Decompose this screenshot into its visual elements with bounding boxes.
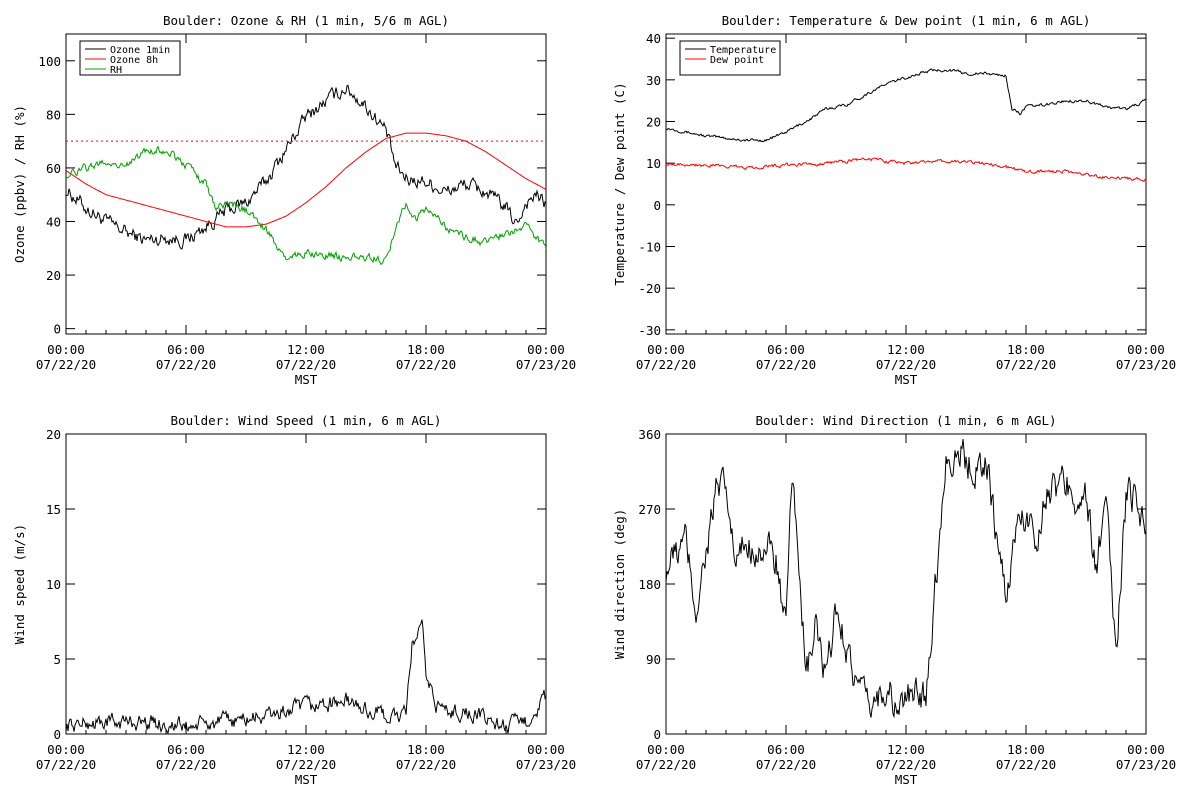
x-tick-label: 12:00 xyxy=(287,742,325,757)
x-tick-label: 00:00 xyxy=(647,742,685,757)
x-tick-label: 07/22/20 xyxy=(36,757,96,772)
x-tick-label: 07/23/20 xyxy=(516,757,576,772)
x-tick-label: 07/22/20 xyxy=(396,757,456,772)
x-tick-label: 00:00 xyxy=(647,342,685,357)
y-tick-label: 360 xyxy=(638,427,661,442)
x-tick-label: 00:00 xyxy=(47,742,85,757)
y-tick-label: 5 xyxy=(53,652,61,667)
y-tick-label: 20 xyxy=(46,268,61,283)
y-tick-label: 80 xyxy=(46,107,61,122)
x-tick-label: 12:00 xyxy=(287,342,325,357)
series-line xyxy=(65,145,547,266)
x-tick-label: 06:00 xyxy=(767,342,805,357)
x-tick-label: 18:00 xyxy=(407,342,445,357)
y-tick-label: 0 xyxy=(653,198,661,213)
series-line xyxy=(65,619,547,735)
x-tick-label: 07/22/20 xyxy=(396,357,456,372)
x-tick-label: 07/22/20 xyxy=(636,757,696,772)
x-tick-label: 07/22/20 xyxy=(756,357,816,372)
y-tick-label: 40 xyxy=(646,31,661,46)
y-tick-label: 0 xyxy=(53,322,61,337)
x-tick-label: 07/22/20 xyxy=(876,757,936,772)
x-tick-label: 18:00 xyxy=(407,742,445,757)
y-tick-label: 180 xyxy=(638,577,661,592)
x-tick-label: 06:00 xyxy=(167,342,205,357)
series-line xyxy=(65,132,547,228)
x-tick-label: 07/22/20 xyxy=(996,757,1056,772)
y-tick-label: -30 xyxy=(638,323,661,338)
legend-label: Dew point xyxy=(710,55,764,66)
x-tick-label: 07/22/20 xyxy=(996,357,1056,372)
x-tick-label: 18:00 xyxy=(1007,342,1045,357)
y-tick-label: -10 xyxy=(638,240,661,255)
x-tick-label: 00:00 xyxy=(527,342,565,357)
x-tick-label: 07/22/20 xyxy=(876,357,936,372)
y-tick-label: 30 xyxy=(646,73,661,88)
y-axis-label: Wind speed (m/s) xyxy=(12,524,27,644)
y-tick-label: -20 xyxy=(638,281,661,296)
legend-label: Temperature xyxy=(710,45,776,56)
y-tick-label: 15 xyxy=(46,502,61,517)
legend-label: Ozone 1min xyxy=(110,45,170,56)
y-axis-label: Temperature / Dew point (C) xyxy=(612,82,627,285)
x-tick-label: 07/22/20 xyxy=(276,757,336,772)
y-tick-label: 0 xyxy=(653,727,661,742)
legend-box xyxy=(679,40,781,76)
y-tick-label: 20 xyxy=(646,115,661,130)
x-tick-label: 07/23/20 xyxy=(516,357,576,372)
series-line xyxy=(665,439,1147,719)
y-tick-label: 20 xyxy=(46,427,61,442)
y-tick-label: 40 xyxy=(46,215,61,230)
x-axis-label: MST xyxy=(895,372,918,387)
x-tick-label: 07/22/20 xyxy=(276,357,336,372)
x-tick-label: 07/22/20 xyxy=(156,757,216,772)
x-tick-label: 00:00 xyxy=(527,742,565,757)
chart-title: Boulder: Ozone & RH (1 min, 5/6 m AGL) xyxy=(163,13,449,28)
x-tick-label: 07/22/20 xyxy=(636,357,696,372)
x-axis-label: MST xyxy=(295,372,318,387)
y-tick-label: 100 xyxy=(38,54,61,69)
x-tick-label: 07/22/20 xyxy=(756,757,816,772)
y-tick-label: 10 xyxy=(646,156,661,171)
y-axis-label: Wind direction (deg) xyxy=(612,509,627,660)
legend-label: RH xyxy=(110,65,122,76)
plot-frame xyxy=(65,33,547,335)
x-tick-label: 18:00 xyxy=(1007,742,1045,757)
y-tick-label: 270 xyxy=(638,502,661,517)
chart-title: Boulder: Wind Direction (1 min, 6 m AGL) xyxy=(755,413,1056,428)
y-tick-label: 10 xyxy=(46,577,61,592)
x-tick-label: 12:00 xyxy=(887,742,925,757)
x-axis-label: MST xyxy=(895,772,918,787)
x-tick-label: 00:00 xyxy=(47,342,85,357)
y-tick-label: 0 xyxy=(53,727,61,742)
series-line xyxy=(665,68,1147,143)
x-tick-label: 07/22/20 xyxy=(156,357,216,372)
x-axis-label: MST xyxy=(295,772,318,787)
y-axis-label: Ozone (ppbv) / RH (%) xyxy=(12,105,27,263)
x-tick-label: 07/23/20 xyxy=(1116,357,1176,372)
x-tick-label: 12:00 xyxy=(887,342,925,357)
plot-frame xyxy=(665,433,1147,735)
x-tick-label: 07/22/20 xyxy=(36,357,96,372)
x-tick-label: 00:00 xyxy=(1127,742,1165,757)
x-tick-label: 06:00 xyxy=(767,742,805,757)
chart-title: Boulder: Wind Speed (1 min, 6 m AGL) xyxy=(171,413,442,428)
x-tick-label: 00:00 xyxy=(1127,342,1165,357)
x-tick-label: 07/23/20 xyxy=(1116,757,1176,772)
chart-title: Boulder: Temperature & Dew point (1 min,… xyxy=(722,13,1091,28)
series-line xyxy=(65,84,547,250)
legend-label: Ozone 8h xyxy=(110,55,158,66)
series-line xyxy=(665,157,1147,182)
x-tick-label: 06:00 xyxy=(167,742,205,757)
plot-frame xyxy=(65,433,547,735)
y-tick-label: 90 xyxy=(646,652,661,667)
y-tick-label: 60 xyxy=(46,161,61,176)
